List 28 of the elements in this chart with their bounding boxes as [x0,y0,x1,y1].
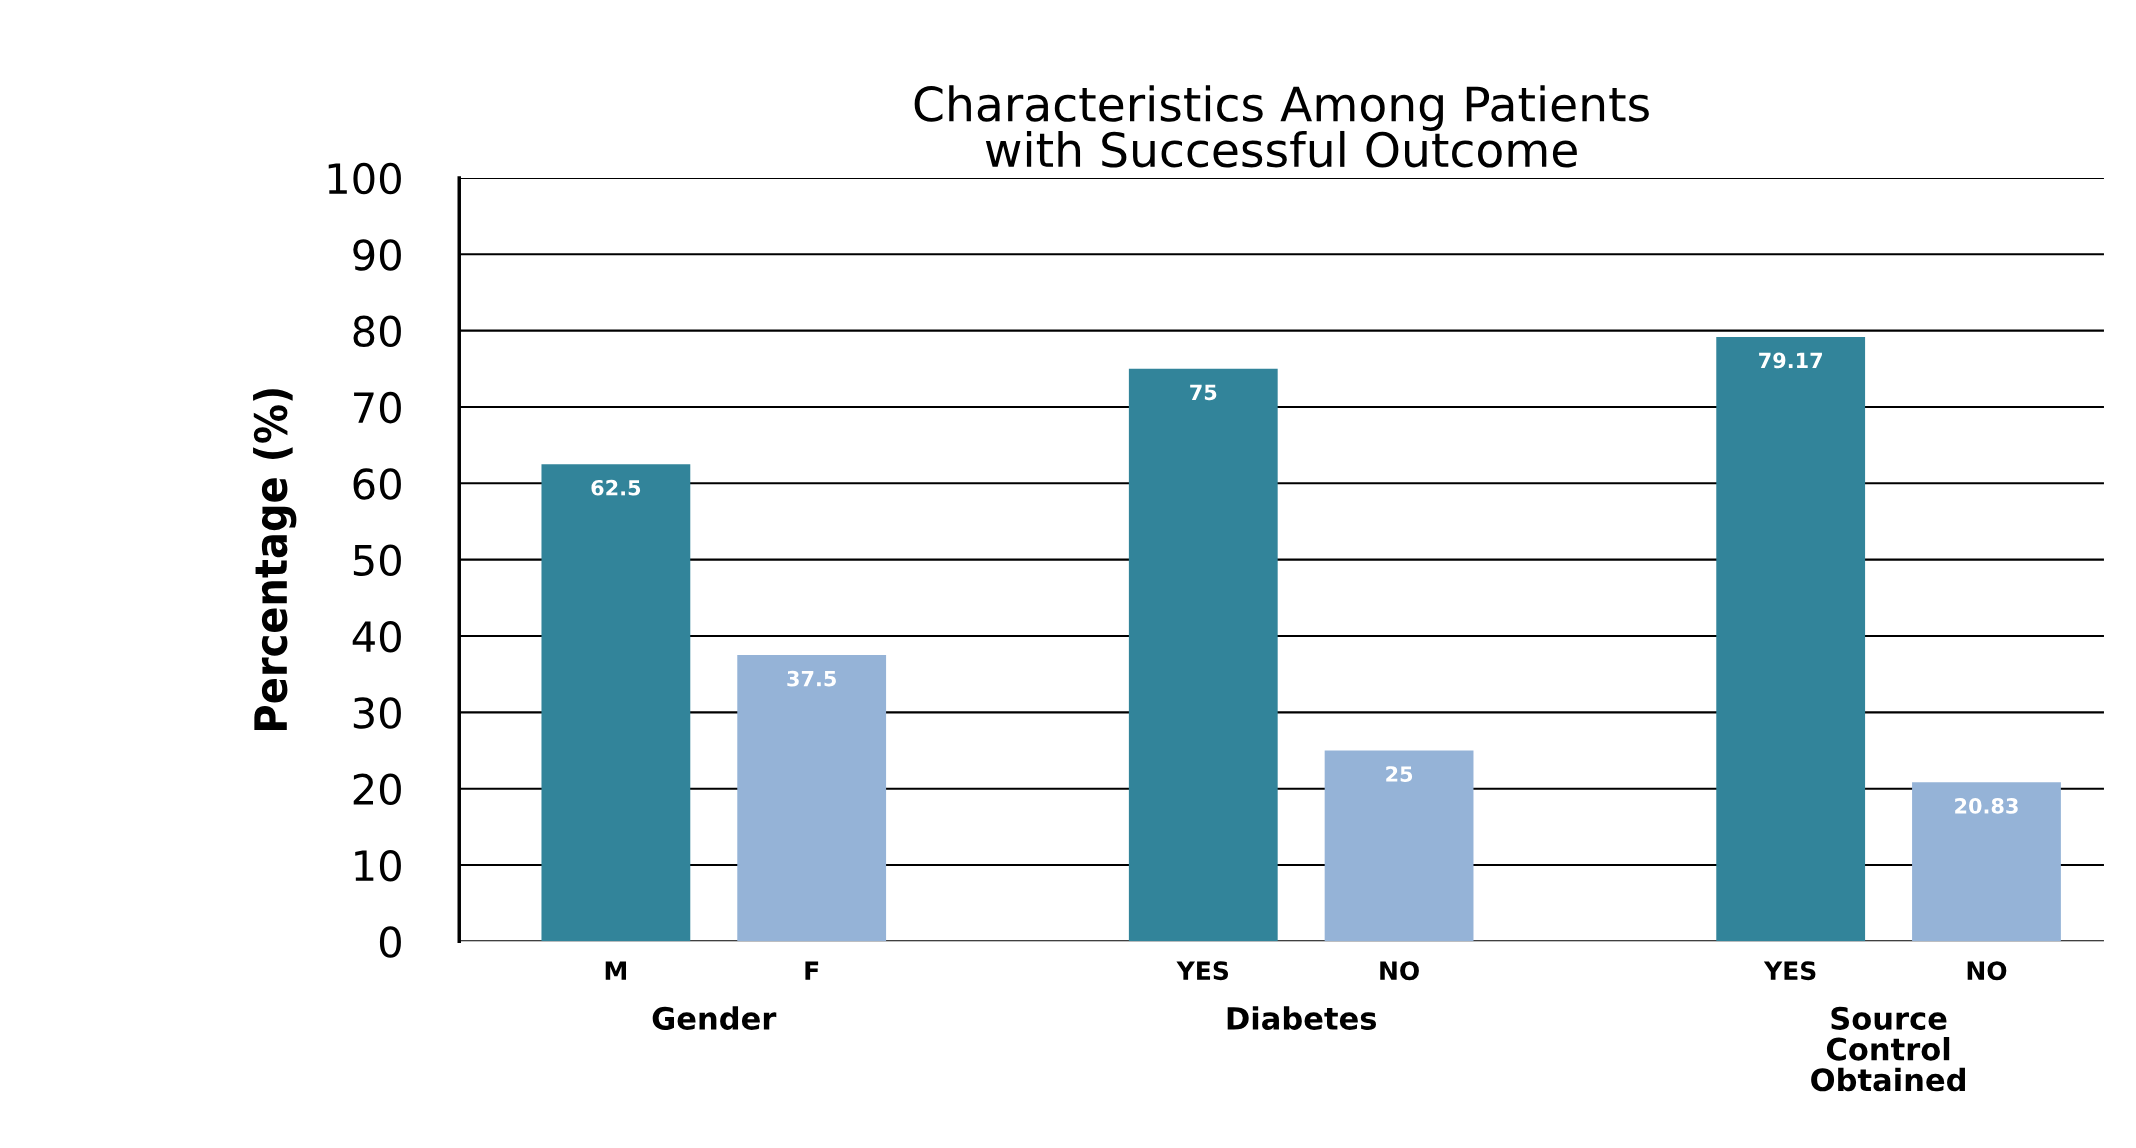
x-tick-label: F [805,961,819,980]
x-tick-label: NO [1380,961,1419,981]
x-tick-label: NO [1967,961,2007,981]
y-tick-label: 40 [352,620,401,653]
y-tick-label: 0 [379,926,401,958]
text: Diabetes [1227,1006,1377,1030]
data-label: 20.83 [1955,797,2018,814]
data-label: 62.5 [591,479,641,496]
data-label: 25 [1386,766,1413,782]
data-label: 75 [1190,384,1217,401]
y-tick-label: 30 [353,697,401,729]
y-tick-label: 10 [355,849,401,882]
text: Gender [652,1006,777,1030]
data-label: 79.17 [1759,352,1822,369]
data-label: 37.5 [787,670,836,687]
y-tick-label: 70 [354,391,401,424]
chart-title: Characteristics Among Patients with Successful Outcome [914,85,1649,168]
y-tick-label: 60 [353,468,401,500]
y-tick-label: 90 [353,239,401,271]
x-tick-label: M [605,961,627,980]
y-tick-label: 100 [328,162,401,195]
x-tick-label: YES [1763,961,1816,981]
y-tick-label: 20 [353,773,401,806]
y-tick-label: 50 [353,544,401,577]
source-note: Source Control Obtained [1811,1006,1965,1092]
x-tick-label: YES [1176,961,1229,981]
y-axis-title: Percentage (%) [253,389,297,730]
y-tick-label: 80 [353,315,401,348]
